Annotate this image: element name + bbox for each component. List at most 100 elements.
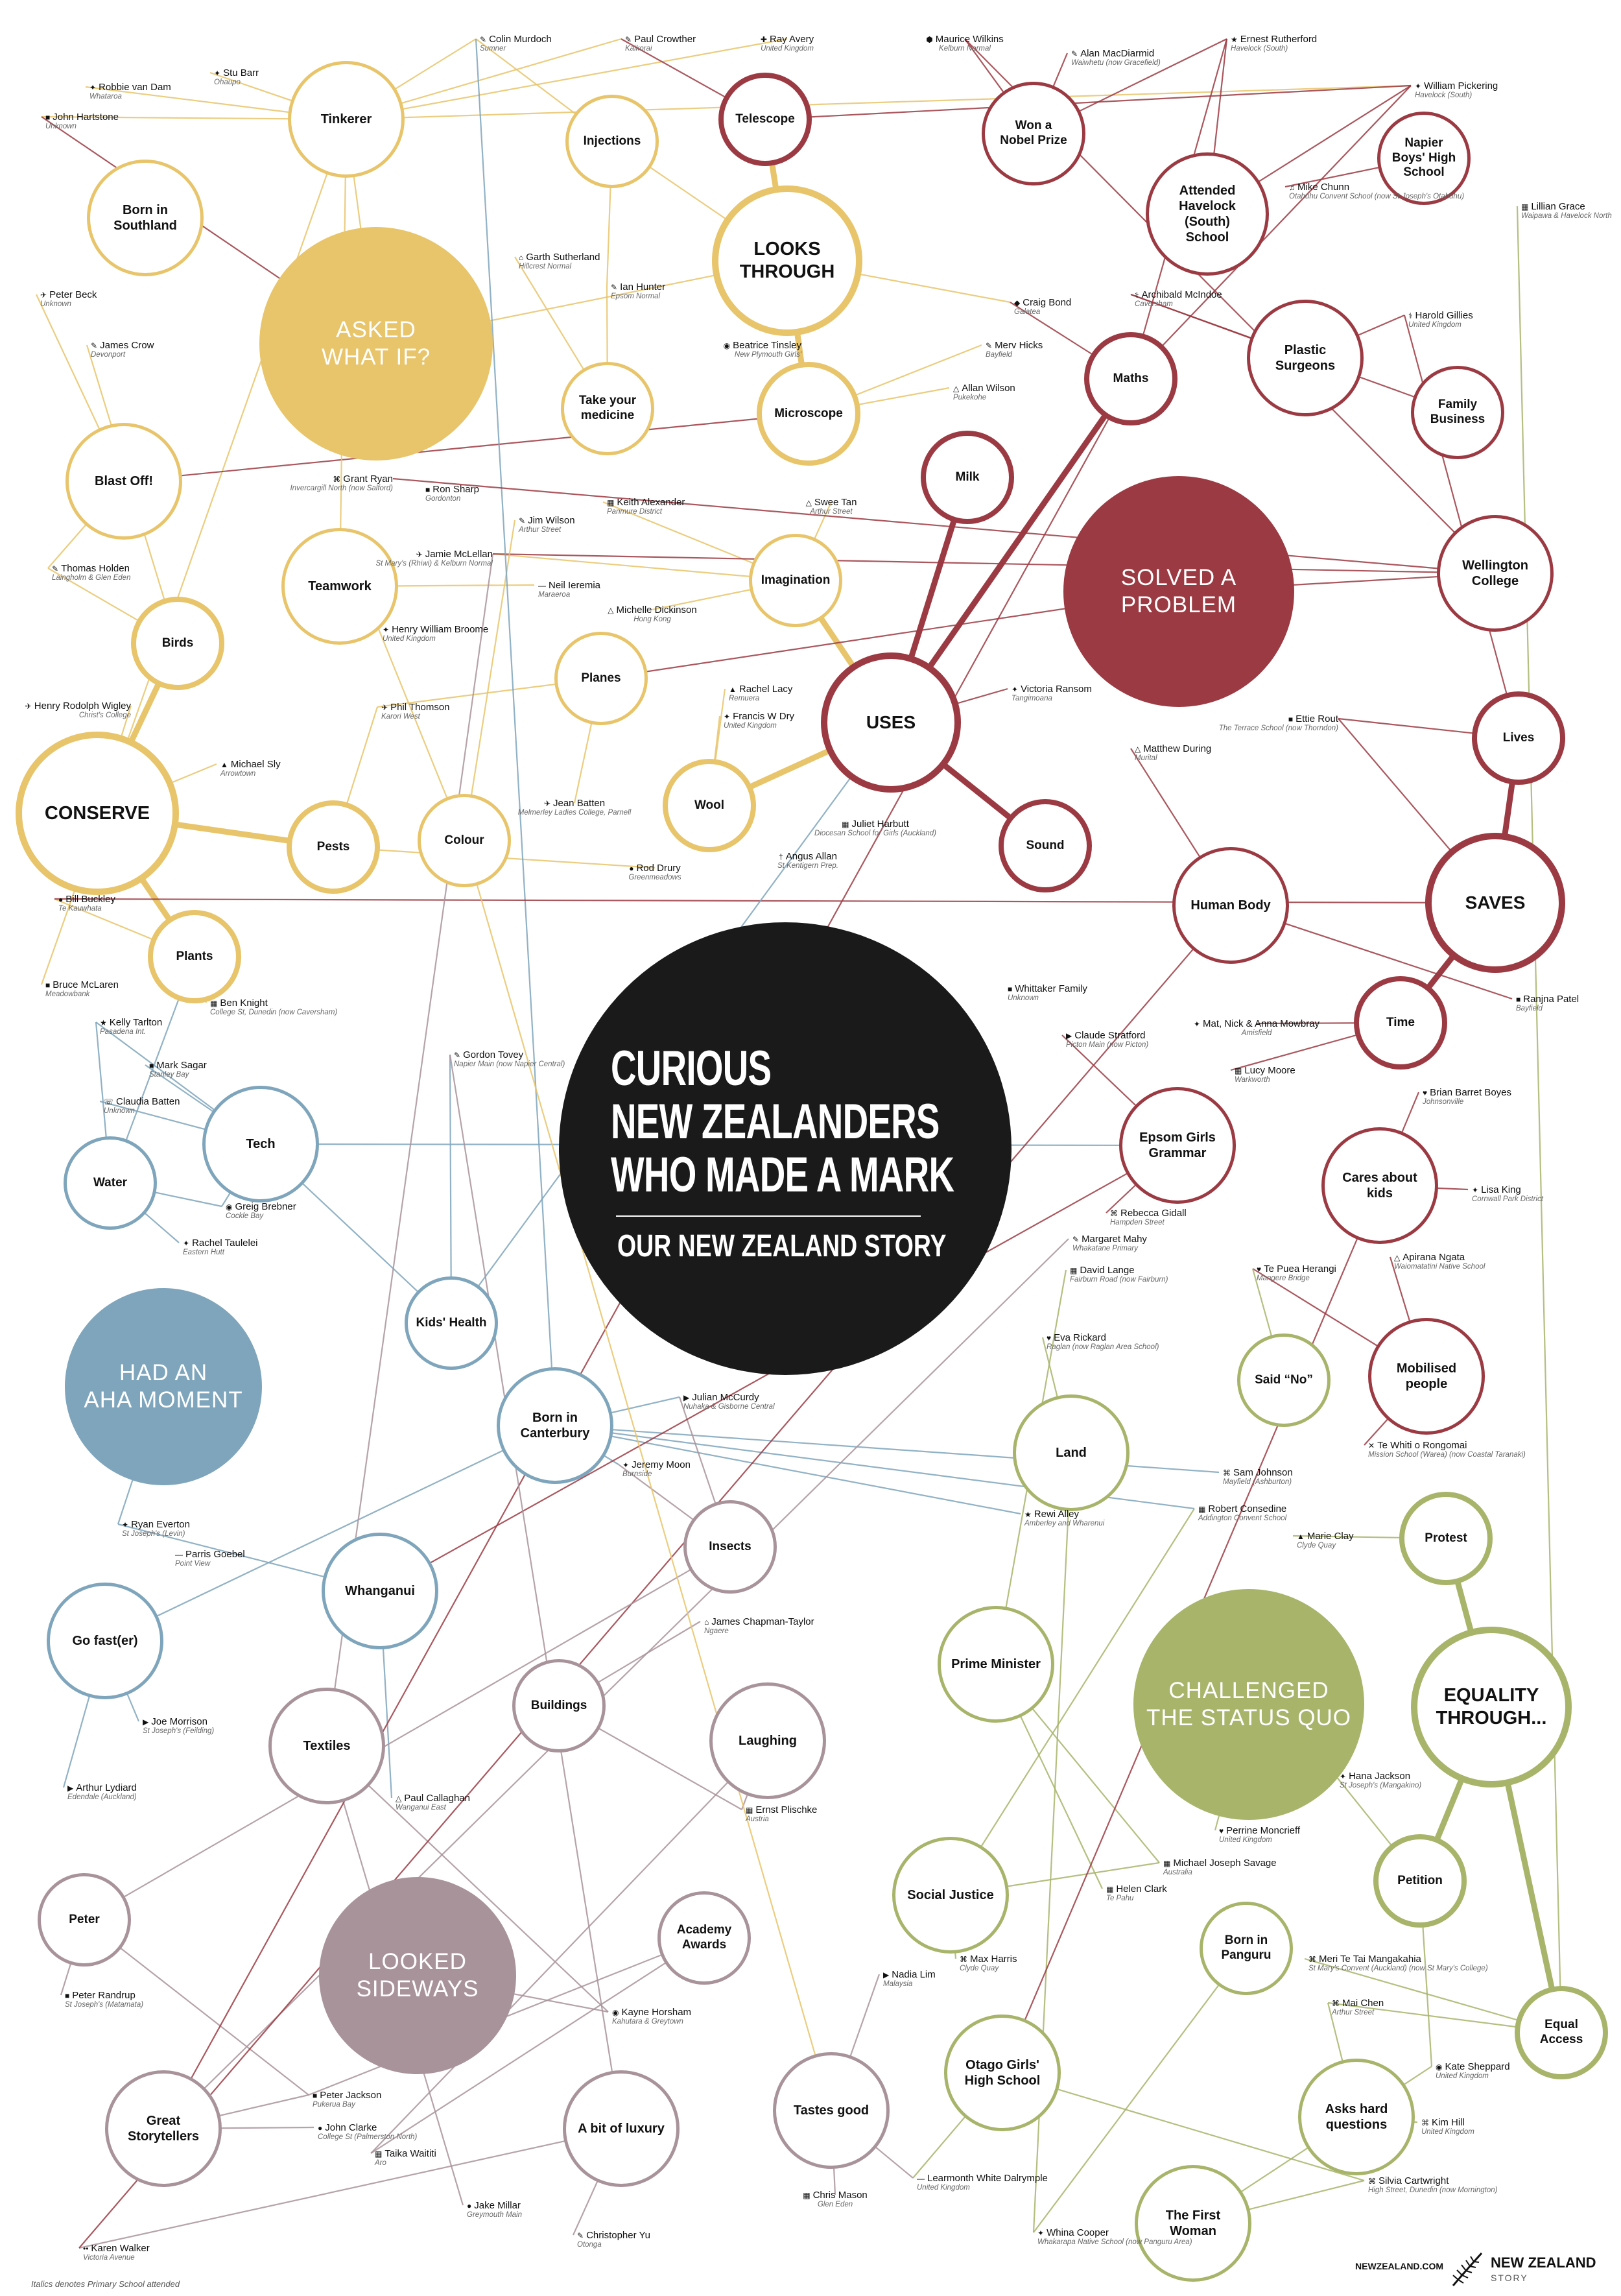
person-name: ⚕ Archibald McIndoe <box>1135 289 1316 300</box>
topic-water: Water <box>64 1136 157 1230</box>
person-name-text: Jeremy Moon <box>632 1459 691 1470</box>
person-name-text: Rachel Taulelei <box>192 1238 258 1249</box>
person-name-text: Joe Morrison <box>151 1716 207 1727</box>
connection-imagination-jamie-mclellan <box>492 553 796 582</box>
person-school: Raglan (now Raglan Area School) <box>1047 1343 1159 1351</box>
topic-peter: Peter <box>38 1873 131 1967</box>
person-icon: ♥ <box>1423 1088 1428 1097</box>
topic-social-justice: Social Justice <box>892 1837 1009 1954</box>
person-school: Remuera <box>729 695 760 702</box>
person-name-text: Colin Murdoch <box>489 34 552 45</box>
person-name: ⬢ Maurice Wilkins <box>874 34 1056 45</box>
person-icon: ◉ <box>612 2008 619 2017</box>
person-jake-millar: ● Jake Millar Greymouth Main <box>467 2200 648 2219</box>
person-eva-rickard: ♥ Eva Rickard Raglan (now Raglan Area Scho… <box>1047 1332 1228 1352</box>
connection-peter-insects <box>84 1546 731 1920</box>
person-school: St Mary's (Rhiwi) & Kelburn Normal <box>375 560 493 568</box>
person-school: Clyde Quay <box>1297 1542 1336 1549</box>
person-matthew-during: △ Matthew During Murital <box>1135 743 1316 763</box>
connection-tinkerer-william-pickering <box>346 84 1412 121</box>
person-name: ✦ Henry William Broome <box>383 624 564 635</box>
person-icon: △ <box>1135 745 1141 754</box>
person-school: Whakatane Primary <box>1072 1245 1138 1252</box>
person-name-text: Paul Crowther <box>634 34 696 45</box>
person-whittaker-family: ■ Whittaker Family Unknown <box>1008 983 1189 1003</box>
topic-laughing: Laughing <box>709 1682 826 1799</box>
person-name-text: Stu Barr <box>223 67 259 78</box>
person-name-text: Lucy Moore <box>1244 1065 1296 1076</box>
person-school: Australia <box>1163 1869 1192 1876</box>
person-name-text: Ben Knight <box>220 998 268 1009</box>
person-school: United Kingdom <box>917 2184 970 2192</box>
person-paul-callaghan: △ Paul Callaghan Wanganui East <box>396 1793 577 1812</box>
person-school: Victoria Avenue <box>83 2254 135 2262</box>
connection-social-justice-robert-consedine <box>950 1508 1195 1896</box>
person-name: ■ Peter Randrup <box>65 1990 246 2001</box>
topic-label: Land <box>1056 1446 1087 1460</box>
person-name-text: Margaret Mahy <box>1082 1234 1147 1245</box>
person-name-text: Te Whiti o Rongomai <box>1377 1440 1467 1451</box>
person-victoria-ransom: ✦ Victoria Ransom Tangimoana <box>1012 684 1193 703</box>
person-icon: ✈ <box>25 702 32 711</box>
person-icon: † <box>779 852 783 861</box>
person-name-text: Claudia Batten <box>116 1096 180 1107</box>
person-school: Hampden Street <box>1110 1219 1165 1226</box>
person-name: ■ John Hartstone <box>45 112 227 123</box>
person-name-text: Max Harris <box>970 1954 1017 1965</box>
person-icon: ▦ <box>746 1806 753 1815</box>
person-claude-stratford: ▶ Claude Stratford Picton Main (now Picton… <box>1066 1030 1248 1049</box>
topic-first-woman: The First Woman <box>1135 2165 1251 2282</box>
person-name-text: Swee Tan <box>814 497 857 508</box>
person-school: Melmerley Ladies College, Parnell <box>517 809 632 817</box>
person-school: United Kingdom <box>1436 2072 1489 2080</box>
person-icon: •• <box>83 2244 89 2253</box>
person-name: ▶ Julian McCurdy <box>683 1392 865 1403</box>
person-name-text: Rebecca Gidall <box>1120 1208 1187 1219</box>
connection-tinkerer-ray-avery <box>346 38 788 121</box>
person-school: Johnsonville <box>1423 1098 1464 1106</box>
person-school: Havelock (South) <box>1231 45 1288 53</box>
person-jeremy-moon: ✦ Jeremy Moon Burnside <box>622 1459 804 1479</box>
person-icon: ★ <box>1231 35 1238 44</box>
topic-label: EQUALITY THROUGH... <box>1436 1685 1547 1728</box>
person-icon: ● <box>629 864 634 873</box>
person-name: ✕ Te Whiti o Rongomai <box>1368 1440 1550 1451</box>
website-label: NEWZEALAND.COM <box>1355 2261 1444 2271</box>
person-school: United Kingdom <box>383 635 436 643</box>
person-icon: ■ <box>149 1061 154 1070</box>
person-ben-knight: ▦ Ben Knight College St, Dunedin (now Cave… <box>210 998 392 1017</box>
person-name: ♥ Eva Rickard <box>1047 1332 1228 1343</box>
connection-microscope-blast-off <box>123 413 809 483</box>
person-name-text: Christopher Yu <box>586 2230 651 2241</box>
person-icon: ✦ <box>1012 685 1019 694</box>
person-icon: ✚ <box>760 35 767 44</box>
person-john-hartstone: ■ John Hartstone Unknown <box>45 112 227 131</box>
person-icon: ⌘ <box>960 1955 967 1964</box>
topic-label: Go fast(er) <box>72 1634 138 1648</box>
person-name-text: William Pickering <box>1424 80 1498 91</box>
person-icon: ✎ <box>577 2231 584 2240</box>
person-school: Maraeroa <box>538 591 571 599</box>
connection-wellington-college-jamie-mclellan <box>492 553 1496 575</box>
person-name: ▦ Juliet Harbutt <box>785 819 966 830</box>
topic-epsom-girls: Epsom Girls Grammar <box>1119 1087 1236 1204</box>
person-icon: ▲ <box>1297 1532 1305 1541</box>
person-name: ✦ Whina Cooper <box>1037 2227 1219 2238</box>
person-name-text: Neil Ieremia <box>549 580 601 591</box>
theme-label: SOLVED A PROBLEM <box>1120 565 1237 617</box>
topic-otago-girls: Otago Girls' High School <box>944 2015 1061 2131</box>
person-chris-mason: ▦ Chris Mason Glen Eden <box>744 2190 926 2209</box>
person-name: ✦ Lisa King <box>1472 1184 1621 1195</box>
person-name: ⌘ Meri Te Tai Mangakahia <box>1308 1954 1490 1965</box>
person-ettie-rout: ■ Ettie Rout The Terrace School (now Thorn… <box>1157 713 1338 733</box>
person-peter-randrup: ■ Peter Randrup St Joseph's (Matamata) <box>65 1990 246 2009</box>
person-school: College St (Palmerston North) <box>318 2133 418 2141</box>
person-school: Diocesan School for Girls (Auckland) <box>814 830 936 837</box>
topic-label: Academy Awards <box>676 1923 732 1952</box>
person-name: ● Rod Drury <box>564 863 746 874</box>
person-icon: ▶ <box>67 1784 74 1793</box>
person-name: ⌘ Kim Hill <box>1421 2117 1603 2128</box>
person-kim-hill: ⌘ Kim Hill United Kingdom <box>1421 2117 1603 2136</box>
person-school: Stanley Bay <box>149 1071 189 1079</box>
topic-label: A bit of luxury <box>578 2122 665 2136</box>
